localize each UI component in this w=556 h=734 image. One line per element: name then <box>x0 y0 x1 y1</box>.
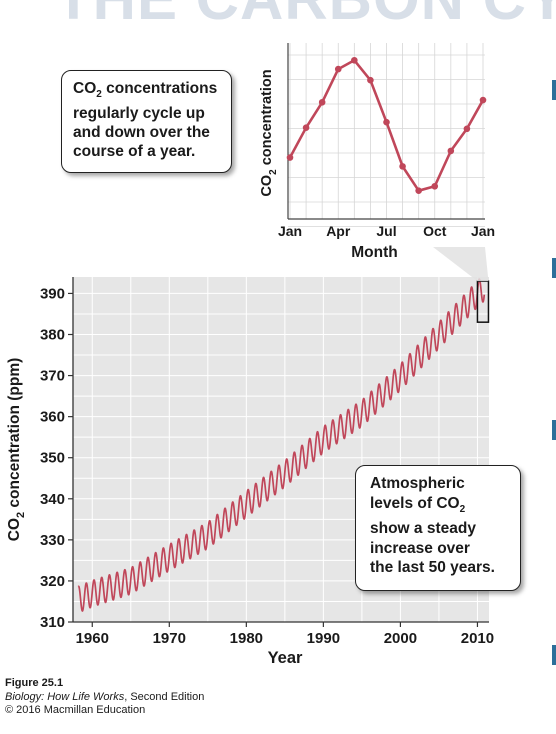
callout-subscript: 2 <box>459 503 466 515</box>
inset-monthly-chart: Jan Apr Jul Oct Jan Month CO2 concentration <box>259 43 495 261</box>
main-x-tick-label: 1980 <box>230 630 263 647</box>
book-title: Biology: How Life Works <box>5 690 125 703</box>
callout-text: the last 50 years. <box>370 559 495 577</box>
main-x-tick-label: 1960 <box>76 630 109 647</box>
edge-marker <box>552 420 556 440</box>
callout-text: increase over <box>370 539 470 557</box>
inset-x-axis-label: Month <box>351 244 397 261</box>
inset-y-axis-label-part: concentration <box>259 69 275 169</box>
callout-text: concentrations <box>101 80 218 97</box>
main-y-tick-label: 370 <box>40 368 65 385</box>
inset-x-tick-label: Jul <box>376 223 396 239</box>
callout-text: Atmospheric <box>370 475 465 492</box>
inset-data-point <box>286 154 294 161</box>
main-y-tick-label: 390 <box>40 285 65 302</box>
main-x-tick-label: 1990 <box>307 630 340 647</box>
callout-subscript: 2 <box>96 89 102 101</box>
main-y-tick-label: 350 <box>40 450 65 467</box>
inset-data-point <box>367 76 374 84</box>
main-y-tick-label: 360 <box>40 409 65 426</box>
main-x-axis-label: Year <box>268 649 303 667</box>
callout-long-term-increase: Atmospheric levels of CO2 show a steady … <box>355 465 521 591</box>
inset-x-tick-label: Jan <box>471 223 495 239</box>
main-y-tick-label: 320 <box>40 573 65 590</box>
figure-caption: Figure 25.1 Biology: How Life Works, Sec… <box>5 677 204 718</box>
inset-y-axis-label-part: CO <box>259 175 275 197</box>
callout-text: course of a year. <box>73 143 196 161</box>
main-y-tick-label: 340 <box>40 491 65 508</box>
edge-marker <box>552 645 556 665</box>
inset-data-point <box>447 147 455 155</box>
main-y-axis-label-part: concentration (ppm) <box>6 358 23 512</box>
inset-x-tick-label: Oct <box>423 223 447 239</box>
inset-data-point <box>302 124 310 131</box>
inset-y-axis-label: CO2 concentration <box>259 69 279 196</box>
callout-text: and down over the <box>73 124 210 142</box>
inset-data-point <box>383 118 390 126</box>
inset-data-point <box>318 98 326 106</box>
inset-data-point <box>351 56 358 64</box>
main-y-tick-label: 380 <box>40 327 65 344</box>
zoom-connector <box>433 247 489 282</box>
inset-data-point <box>399 163 406 170</box>
main-y-axis-label: CO2 concentration (ppm) <box>6 358 27 542</box>
inset-data-point <box>431 182 439 190</box>
callout-text: CO <box>73 80 97 97</box>
edge-marker <box>552 258 556 278</box>
figure-number: Figure 25.1 <box>5 677 64 689</box>
inset-x-tick-label: Jan <box>278 223 302 239</box>
callout-text: show a steady <box>370 520 476 538</box>
main-x-tick-label: 2010 <box>461 630 494 647</box>
main-y-axis-label-subscript: 2 <box>15 512 27 518</box>
chapter-banner: THE CARBON CYCLE <box>0 0 556 26</box>
zoom-connector-wedge <box>433 247 489 282</box>
main-x-tick-label: 1970 <box>153 630 186 647</box>
copyright: © 2016 Macmillan Education <box>5 704 146 716</box>
callout-text: regularly cycle up <box>73 105 205 123</box>
inset-data-point <box>415 187 422 194</box>
inset-x-tick-label: Apr <box>326 223 351 239</box>
edge-marker <box>552 80 556 100</box>
chapter-banner-text: THE CARBON CYCLE <box>55 0 556 26</box>
main-y-axis-label-part: CO <box>6 518 23 541</box>
book-edition: , Second Edition <box>124 690 205 703</box>
inset-y-axis-label-subscript: 2 <box>268 169 279 175</box>
main-y-tick-label: 330 <box>40 532 65 549</box>
inset-data-point <box>463 125 471 133</box>
main-x-tick-label: 2000 <box>384 630 417 647</box>
callout-seasonal-cycle: CO2 concentrations regularly cycle up an… <box>61 70 232 173</box>
main-series-line <box>77 278 486 612</box>
inset-data-point <box>334 65 342 73</box>
main-y-tick-label: 310 <box>40 614 65 631</box>
inset-data-point <box>479 96 487 104</box>
callout-text: levels of CO <box>370 494 460 512</box>
